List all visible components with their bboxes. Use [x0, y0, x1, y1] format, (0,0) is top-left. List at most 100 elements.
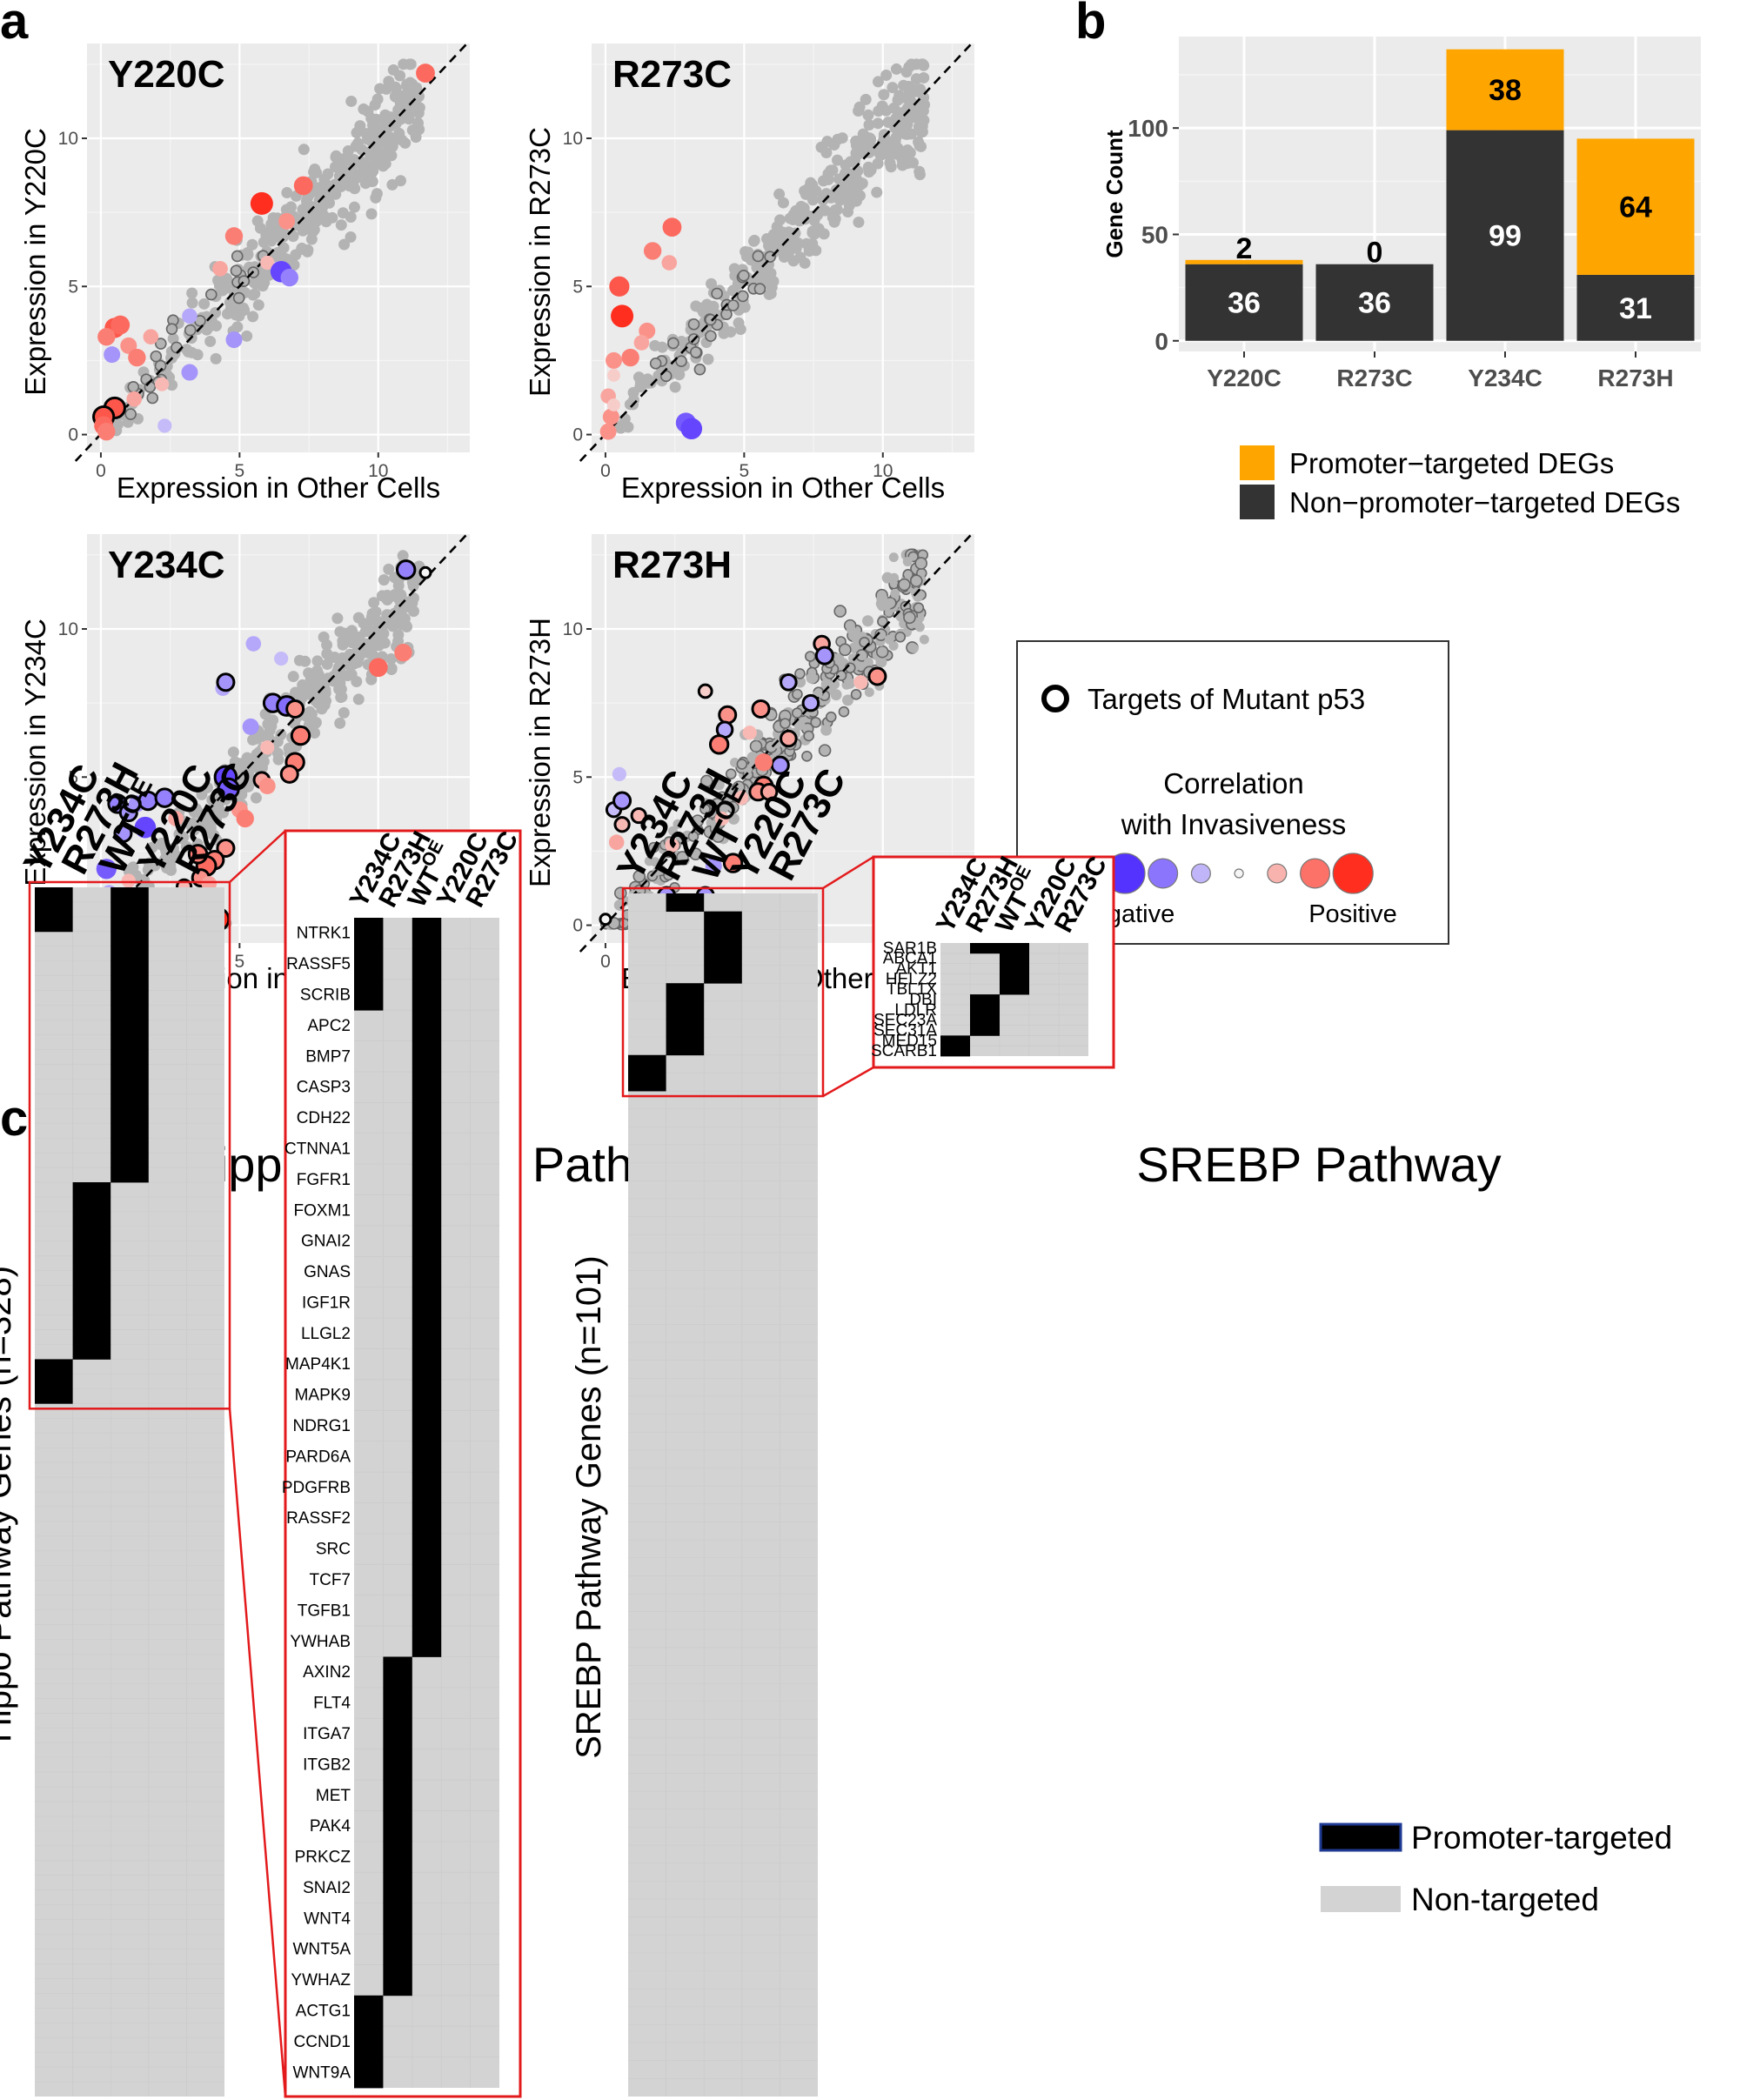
background-point [763, 240, 775, 252]
zoom-cell-targeted [412, 1071, 442, 1103]
background-point [250, 792, 262, 804]
zoom-cell-targeted [940, 1046, 970, 1057]
highlight-point [607, 369, 620, 382]
plot-title: R273H [612, 544, 732, 586]
background-point [146, 841, 158, 853]
zoom-cell-targeted [412, 1564, 442, 1596]
gene-label: FLT4 [313, 1695, 351, 1713]
gene-label: NTRK1 [297, 925, 351, 943]
background-point [395, 608, 407, 620]
background-point [864, 687, 874, 698]
zoom-cell-targeted [383, 1964, 412, 1996]
zoom-cell-targeted [383, 1656, 412, 1689]
bar-value-label: 64 [1619, 191, 1652, 224]
heatmap-cell-targeted [704, 946, 742, 966]
highlight-point [705, 857, 722, 874]
background-point [396, 619, 408, 631]
background-point [821, 136, 833, 148]
background-point [198, 298, 211, 310]
background-point [188, 806, 200, 818]
zoom-connector [228, 1408, 287, 2097]
target-bulk-point [705, 313, 717, 326]
zoom-cell-targeted [940, 1035, 970, 1047]
gene-label: ITGB2 [303, 1756, 351, 1774]
zoom-cell-targeted [383, 1780, 412, 1811]
heatmap-cell-targeted [72, 1270, 111, 1287]
background-point [806, 227, 819, 239]
background-point [861, 615, 873, 627]
y-tick-label: 5 [572, 767, 583, 787]
background-point [339, 176, 351, 188]
gene-label: FGFR1 [297, 1171, 351, 1189]
background-point [201, 827, 213, 839]
correlation-swatch [1300, 858, 1330, 889]
heatmap-cell-targeted [110, 990, 149, 1007]
background-point [902, 557, 913, 567]
heatmap-cell-targeted [110, 960, 149, 977]
background-point [820, 724, 833, 736]
background-point [835, 670, 847, 681]
background-point [275, 248, 287, 260]
gene-label: ABCA1 [883, 950, 937, 968]
bar-promoter [1576, 138, 1695, 275]
gene-label: PDGFRB [282, 1479, 351, 1497]
heatmap-cell-targeted [110, 901, 149, 918]
highlight-point [97, 422, 116, 441]
zoom-cell-targeted [412, 1194, 442, 1227]
background-point [303, 667, 315, 679]
background-point [875, 656, 887, 668]
background-point [863, 118, 875, 130]
gene-label: APC2 [307, 1017, 351, 1035]
background-point [337, 207, 349, 219]
background-point [819, 204, 831, 217]
background-point [258, 270, 270, 282]
background-point [166, 379, 178, 391]
highlight-point [780, 729, 798, 748]
highlight-point [662, 217, 682, 237]
heatmap-cell-targeted [110, 887, 149, 903]
x-tick-label: 0 [96, 461, 106, 481]
gene-label: MAPK9 [295, 1387, 351, 1405]
heatmap-cell-targeted [35, 1374, 73, 1389]
zoom-cell-targeted [412, 918, 442, 949]
bar-nonpromoter [1185, 264, 1303, 341]
target-bulk-point [689, 346, 702, 358]
heatmap-cell-targeted [704, 965, 742, 984]
background-point [818, 192, 830, 204]
gene-label: AKT1 [895, 960, 937, 979]
gene-label: CTNNA1 [284, 1140, 351, 1158]
gene-label: SNAI2 [303, 1879, 351, 1897]
background-point [910, 73, 922, 85]
highlight-point [621, 348, 639, 367]
x-tick-label: 0 [600, 952, 611, 972]
correlation-swatch [1148, 858, 1179, 889]
highlight-point [416, 64, 435, 83]
background-point [309, 726, 321, 739]
gene-label: TBL1X [887, 980, 937, 999]
background-point [365, 208, 378, 220]
bar-nonpromoter [1315, 264, 1434, 341]
highlight-point [613, 816, 631, 833]
background-point [901, 103, 914, 115]
bar-value-label: 99 [1489, 220, 1522, 253]
background-point [409, 82, 421, 94]
background-point [271, 747, 284, 759]
heatmap-cell-targeted [628, 1054, 666, 1073]
heatmap-cell-targeted [110, 1123, 149, 1139]
heatmap-cell-targeted [35, 916, 73, 933]
heatmap-cell-targeted [110, 1093, 149, 1109]
y-tick-label: 0 [68, 425, 78, 445]
background-point [913, 602, 925, 613]
background-point [393, 127, 405, 139]
y-tick-label: 50 [1141, 221, 1168, 248]
background-point [299, 655, 311, 667]
zoom-cell-targeted [412, 1379, 442, 1411]
background-point [914, 169, 926, 181]
target-bulk-point [231, 250, 244, 263]
x-tick-label: 5 [235, 952, 245, 972]
highlight-point [126, 391, 143, 407]
zoom-cell-targeted [354, 918, 384, 949]
legend-nontargeted-label: Non-targeted [1411, 1882, 1599, 1917]
zoom-cell-targeted [412, 1595, 442, 1627]
